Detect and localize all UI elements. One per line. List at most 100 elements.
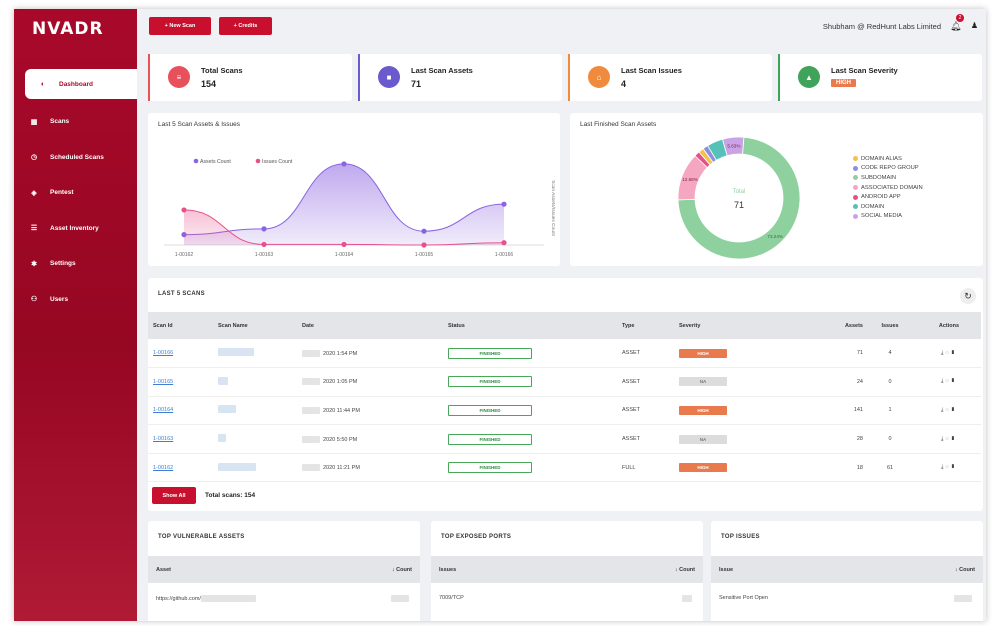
sidebar-item-settings[interactable]: ✱ Settings — [14, 246, 137, 282]
download-icon[interactable]: ⤓ — [941, 349, 946, 356]
top-exposed-ports-card: TOP EXPOSED PORTS Issues ↓ Count 7009/TCP — [431, 521, 703, 621]
scan-id-link[interactable]: 1-00162 — [153, 464, 174, 471]
issues-column[interactable]: Issues — [431, 556, 576, 583]
sidebar-item-scheduled-scans[interactable]: ◷ Scheduled Scans — [14, 140, 137, 176]
count-column[interactable]: ↓ Count — [575, 556, 703, 583]
column-status[interactable]: Status — [443, 312, 617, 339]
slice-label: 5.63% — [727, 144, 740, 149]
data-point[interactable] — [261, 226, 267, 232]
table-row[interactable]: 1-00164 2020 11:44 PM FINISHED ASSET HIGH 141… — [148, 396, 981, 426]
data-point[interactable] — [341, 241, 347, 248]
trash-icon[interactable]: ▮ — [950, 435, 957, 442]
app-window: NVADR ◐ Dashboard ▦ Scans ◷ Scheduled Scans ◈ P… — [14, 9, 986, 621]
sidebar-item-users[interactable]: ⚇ Users — [14, 282, 137, 318]
donut-legend: DOMAIN ALIAS CODE REPO GROUP SUBDOMAIN ASSO… — [853, 154, 923, 221]
stat-label: Last Scan Issues — [621, 66, 682, 75]
trash-icon[interactable]: ▮ — [950, 378, 957, 385]
column-scan-name[interactable]: Scan Name — [213, 312, 297, 339]
table-row[interactable]: 7009/TCP — [431, 583, 703, 613]
stat-card-last-scan-assets[interactable]: ■ Last Scan Assets 71 — [358, 54, 562, 101]
table-row[interactable]: 1-00166 2020 1:54 PM FINISHED ASSET HIGH 71 4 ⤓… — [148, 339, 981, 369]
column-assets[interactable]: Assets — [781, 312, 863, 339]
legend-item[interactable]: ASSOCIATED DOMAIN — [853, 183, 923, 193]
stat-card-last-scan-severity[interactable]: ▲ Last Scan Severity HIGH — [778, 54, 982, 101]
scan-id-link[interactable]: 1-00163 — [153, 436, 174, 443]
table-row[interactable]: https://github.com/ — [148, 583, 420, 613]
legend-item[interactable]: SOCIAL MEDIA — [853, 212, 923, 222]
download-icon[interactable]: ⤓ — [941, 435, 946, 442]
asset-column[interactable]: Asset — [148, 556, 356, 583]
data-point[interactable] — [501, 201, 507, 207]
sidebar-item-asset-inventory[interactable]: ☰ Asset Inventory — [14, 211, 137, 247]
shield-icon: ◈ — [31, 189, 37, 197]
legend-item[interactable]: DOMAIN ALIAS — [853, 154, 923, 164]
show-all-button[interactable]: Show All — [152, 487, 196, 504]
gear-icon[interactable]: ◌ — [945, 464, 951, 471]
download-icon[interactable]: ⤓ — [941, 464, 946, 471]
gear-icon[interactable]: ◌ — [945, 349, 951, 356]
data-point[interactable] — [501, 240, 507, 246]
x-tick-label: 1-00162 — [175, 252, 194, 258]
legend-label[interactable]: Issues Count — [262, 159, 293, 165]
date-redacted — [302, 406, 320, 414]
data-point[interactable] — [181, 207, 187, 213]
table-row[interactable]: 1-00163 2020 5:50 PM FINISHED ASSET NA 28 0 ⤓◌▮ — [148, 424, 981, 454]
issue-column[interactable]: Issue — [711, 556, 885, 583]
scan-name-redacted — [218, 376, 228, 385]
date-redacted — [302, 378, 320, 386]
scan-date: 2020 5:50 PM — [323, 436, 358, 443]
data-point[interactable] — [421, 242, 427, 248]
user-icon[interactable]: ♟ — [970, 21, 978, 30]
user-name[interactable]: Shubham @ RedHunt Labs Limited — [822, 22, 941, 31]
donut-center-value: 71 — [734, 200, 744, 210]
scan-id-link[interactable]: 1-00165 — [153, 378, 174, 385]
slice-social-media[interactable] — [722, 136, 745, 157]
credits-button[interactable]: + Credits — [219, 17, 272, 35]
gear-icon[interactable]: ◌ — [945, 406, 951, 413]
data-point[interactable] — [261, 241, 267, 248]
column-date[interactable]: Date — [297, 312, 443, 339]
gear-icon[interactable]: ◌ — [945, 435, 951, 442]
dashboard-icon: ◐ — [40, 80, 46, 88]
column-type[interactable]: Type — [617, 312, 674, 339]
trash-icon[interactable]: ▮ — [950, 406, 957, 413]
column-scan-id[interactable]: Scan Id — [148, 312, 213, 339]
table-row[interactable]: Sensitive Port Open — [711, 583, 983, 613]
legend-item[interactable]: DOMAIN — [853, 202, 923, 212]
column-severity[interactable]: Severity — [674, 312, 781, 339]
legend-item[interactable]: CODE REPO GROUP — [853, 164, 923, 174]
slice-subdomain[interactable] — [677, 136, 801, 260]
data-point[interactable] — [421, 228, 427, 234]
bell-icon[interactable]: 🔔︎ — [950, 21, 962, 31]
legend-item[interactable]: ANDROID APP — [853, 192, 923, 202]
sidebar-item-dashboard[interactable]: ◐ Dashboard — [25, 69, 137, 99]
table-row[interactable]: 1-00165 2020 1:05 PM FINISHED ASSET NA 24 0 ⤓◌▮ — [148, 367, 981, 397]
scan-id-link[interactable]: 1-00166 — [153, 350, 174, 357]
stat-card-last-scan-issues[interactable]: ⌂ Last Scan Issues 4 — [568, 54, 772, 101]
trash-icon[interactable]: ▮ — [950, 464, 957, 471]
legend-label[interactable]: Assets Count — [200, 159, 231, 165]
grid-icon: ▦ — [30, 118, 38, 126]
logo: NVADR — [32, 19, 104, 39]
data-point[interactable] — [341, 161, 347, 167]
column-actions[interactable]: Actions — [912, 312, 981, 339]
last-scans-title: LAST 5 SCANS — [158, 291, 205, 297]
refresh-icon[interactable]: ↻ — [960, 288, 976, 304]
sidebar-item-pentest[interactable]: ◈ Pentest — [14, 175, 137, 211]
trash-icon[interactable]: ▮ — [950, 349, 957, 356]
download-icon[interactable]: ⤓ — [941, 378, 946, 385]
scan-type: ASSET — [622, 407, 641, 414]
count-column[interactable]: ↓ Count — [884, 556, 983, 583]
stat-card-total-scans[interactable]: ≡ Total Scans 154 — [148, 54, 352, 101]
table-row[interactable]: 1-00162 2020 11:21 PM FINISHED FULL HIGH 18 61… — [148, 453, 981, 483]
column-issues[interactable]: Issues — [863, 312, 912, 339]
scan-id-link[interactable]: 1-00164 — [153, 407, 174, 414]
gear-icon[interactable]: ◌ — [945, 378, 951, 385]
stat-label: Last Scan Assets — [411, 66, 473, 75]
count-column[interactable]: ↓ Count — [355, 556, 420, 583]
legend-item[interactable]: SUBDOMAIN — [853, 173, 923, 183]
new-scan-button[interactable]: + New Scan — [149, 17, 211, 35]
sidebar-item-scans[interactable]: ▦ Scans — [14, 104, 137, 140]
download-icon[interactable]: ⤓ — [941, 406, 946, 413]
legend-marker — [193, 158, 199, 164]
